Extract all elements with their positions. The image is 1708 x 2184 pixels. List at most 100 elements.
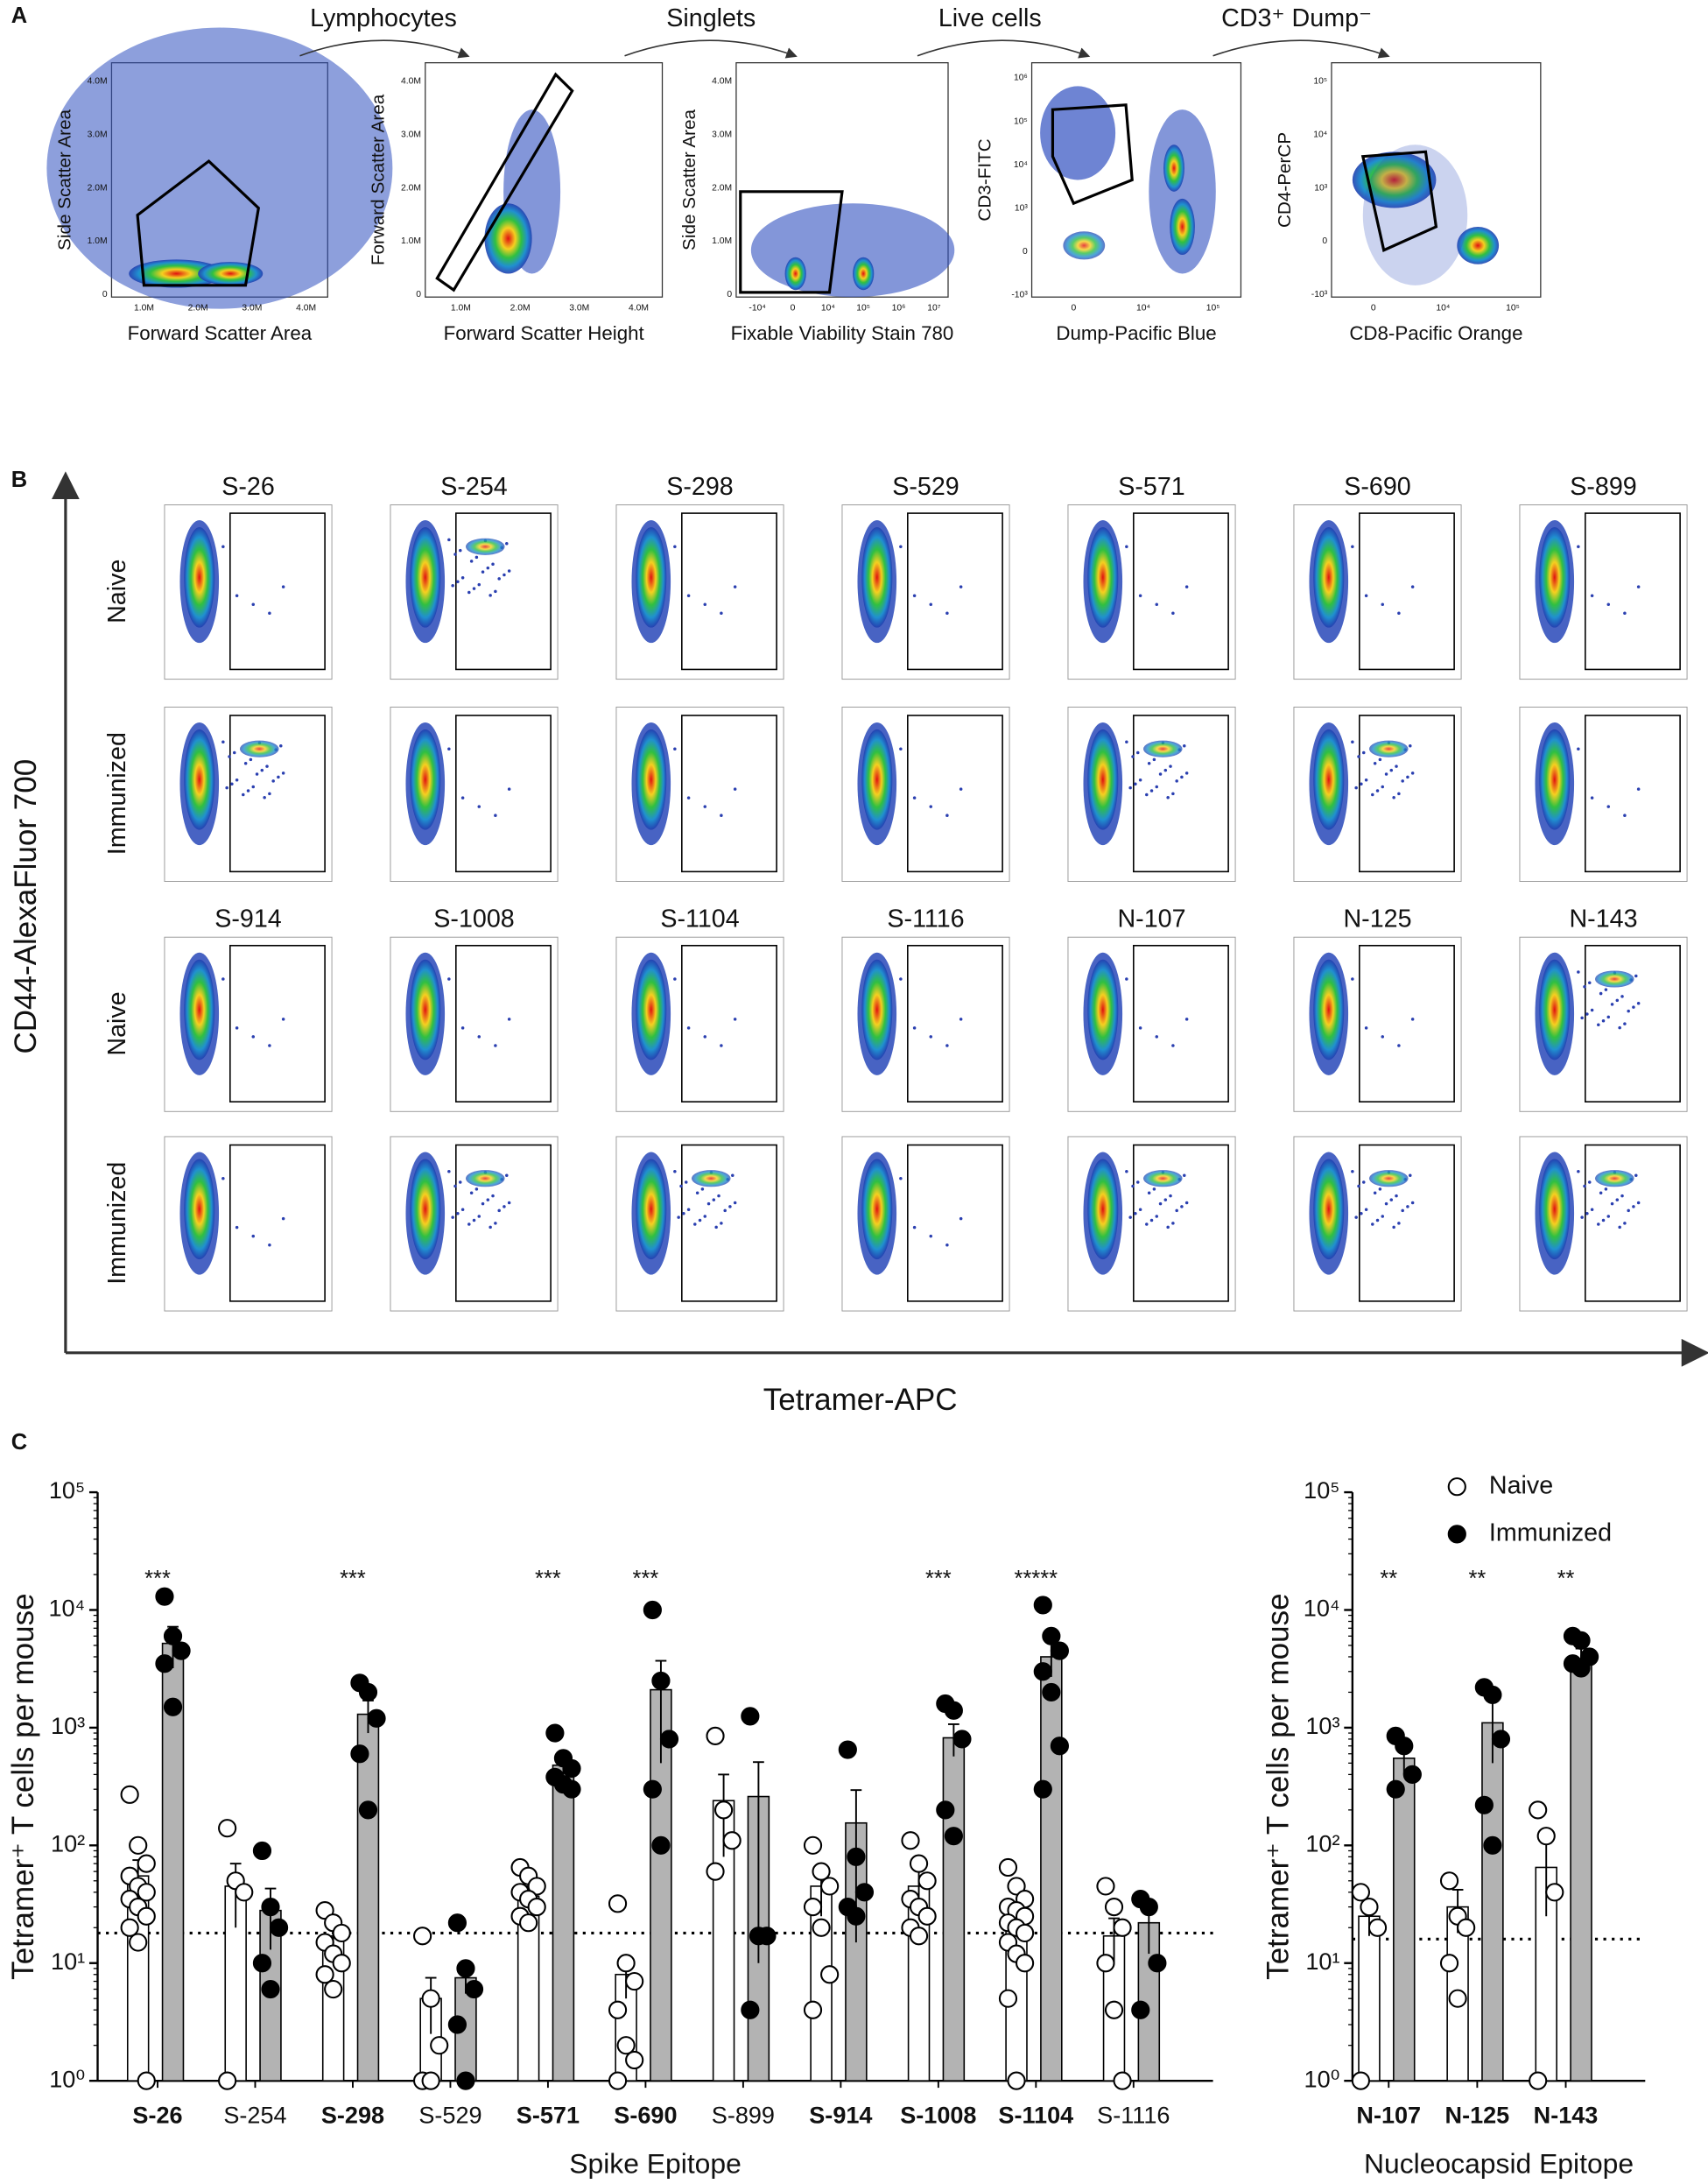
axis-title: Nucleocapsid Epitope [1364,2148,1634,2180]
y-tick-label: 0 [727,290,732,299]
significance: *** [633,1567,659,1591]
event-dot [1409,1173,1412,1177]
event-dot [1585,1211,1589,1215]
event-dot [1590,1208,1594,1212]
event-dot [1599,991,1603,996]
event-dot [456,1211,460,1215]
gate-arrow [624,39,798,59]
panel-label: B [11,468,27,492]
bar [552,1764,575,2082]
y-tick-label: 3.0M [401,130,421,139]
epitope-title: S-254 [440,473,508,501]
axis-title: Tetramer⁺ T cells per mouse [6,1593,40,1979]
event-dot [507,1018,511,1021]
event-dot [268,1044,271,1047]
event-dot [503,573,506,577]
positive-cluster [465,1170,505,1187]
gate [1359,512,1455,671]
event-dot [673,977,677,981]
event-dot [507,1201,511,1205]
positive-cluster [1142,1170,1183,1187]
event-dot [1364,1026,1368,1030]
epitope-title: S-1104 [660,905,739,933]
gate [1359,715,1455,873]
data-point [838,1740,857,1759]
data-point [1033,1662,1052,1681]
event-dot [1134,782,1137,786]
axis-label: Dump-Pacific Blue [1056,322,1216,344]
event-dot [912,594,917,597]
event-dot [251,1234,256,1238]
event-dot [243,762,248,765]
event-dot [505,1173,509,1177]
data-point [332,1954,351,1973]
data-point [519,1913,538,1933]
data-point [616,1954,636,1973]
event-dot [221,1176,225,1180]
axis-label: Side Scatter Area [679,109,699,250]
event-dot [720,611,723,616]
gate-label: Live cells [938,4,1042,32]
event-dot [1378,757,1382,762]
event-dot [481,570,485,574]
event-dot [1138,778,1142,782]
event-dot [1138,1026,1142,1030]
data-point [1545,1883,1564,1902]
x-tick-label: 10⁵ [856,304,870,314]
event-dot [1155,1035,1159,1039]
event-dot [1163,1198,1168,1201]
x-tick-label: 2.0M [510,304,531,314]
event-dot [1147,762,1151,765]
event-dot [1175,1208,1178,1213]
event-dot [723,1208,727,1213]
data-point [129,1835,148,1855]
event-dot [1136,1180,1140,1184]
gate [681,1144,777,1302]
positive-cluster [691,1170,731,1187]
gate-arrow [917,39,1091,59]
y-tick-label: 1.0M [401,236,421,246]
event-dot [1128,786,1132,790]
data-point [722,1831,742,1850]
event-dot [703,1215,707,1218]
event-dot [1373,1191,1377,1195]
event-dot [221,740,225,744]
y-tick-label: 10¹ [1305,1948,1339,1975]
gate [1359,1144,1455,1302]
event-dot [1128,1215,1132,1219]
event-dot [1131,755,1135,758]
positive-cluster [1142,740,1183,757]
event-dot [277,775,280,779]
positive-cluster [465,538,505,555]
event-dot [472,587,476,590]
event-dot [1147,1191,1151,1195]
data-point [527,1898,546,1917]
data-point [358,1682,378,1702]
event-dot [507,569,511,573]
y-tick-label: 10² [51,1829,85,1856]
data-point [527,1877,546,1896]
y-tick-label: 10⁵ [1014,116,1028,126]
gate [435,72,574,292]
event-dot [912,1026,917,1030]
significance: *** [340,1567,366,1591]
event-dot [221,977,225,981]
event-dot [899,545,903,549]
x-tick-label: S-298 [321,2102,384,2129]
event-dot [1601,1019,1606,1023]
data-point [1050,1737,1069,1756]
event-dot [456,580,460,584]
gate [1133,512,1229,671]
data-point [1104,2000,1124,2019]
density-core [1539,729,1571,830]
event-dot [1183,1173,1186,1177]
data-point [741,1707,760,1726]
event-dot [1362,750,1366,755]
x-tick-label: 2.0M [188,304,208,314]
data-point [820,1965,840,1984]
data-point [137,1854,156,1873]
x-tick-label: S-914 [809,2102,872,2129]
event-dot [1362,1180,1366,1184]
event-dot [489,1225,492,1229]
